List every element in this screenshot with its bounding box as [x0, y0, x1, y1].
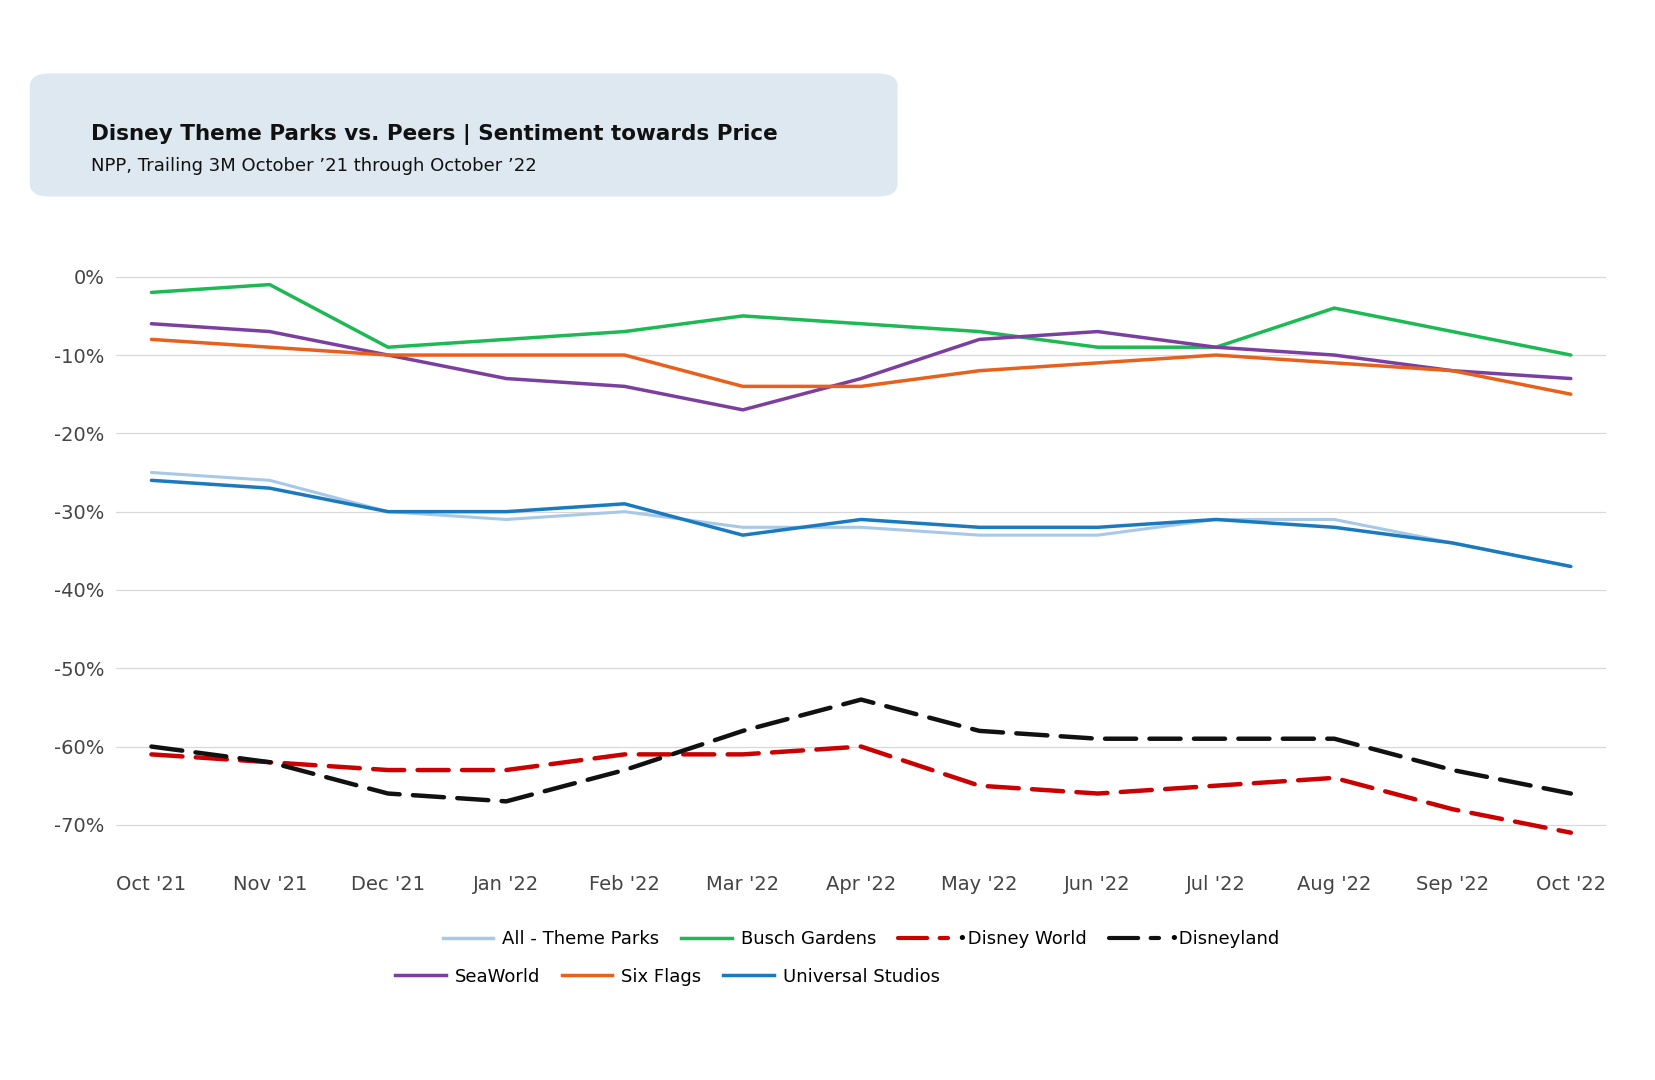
- Legend: SeaWorld, Six Flags, Universal Studios: SeaWorld, Six Flags, Universal Studios: [387, 960, 947, 993]
- Text: NPP, Trailing 3M October ’21 through October ’22: NPP, Trailing 3M October ’21 through Oct…: [91, 157, 536, 175]
- Text: Disney Theme Parks vs. Peers | Sentiment towards Price: Disney Theme Parks vs. Peers | Sentiment…: [91, 124, 778, 145]
